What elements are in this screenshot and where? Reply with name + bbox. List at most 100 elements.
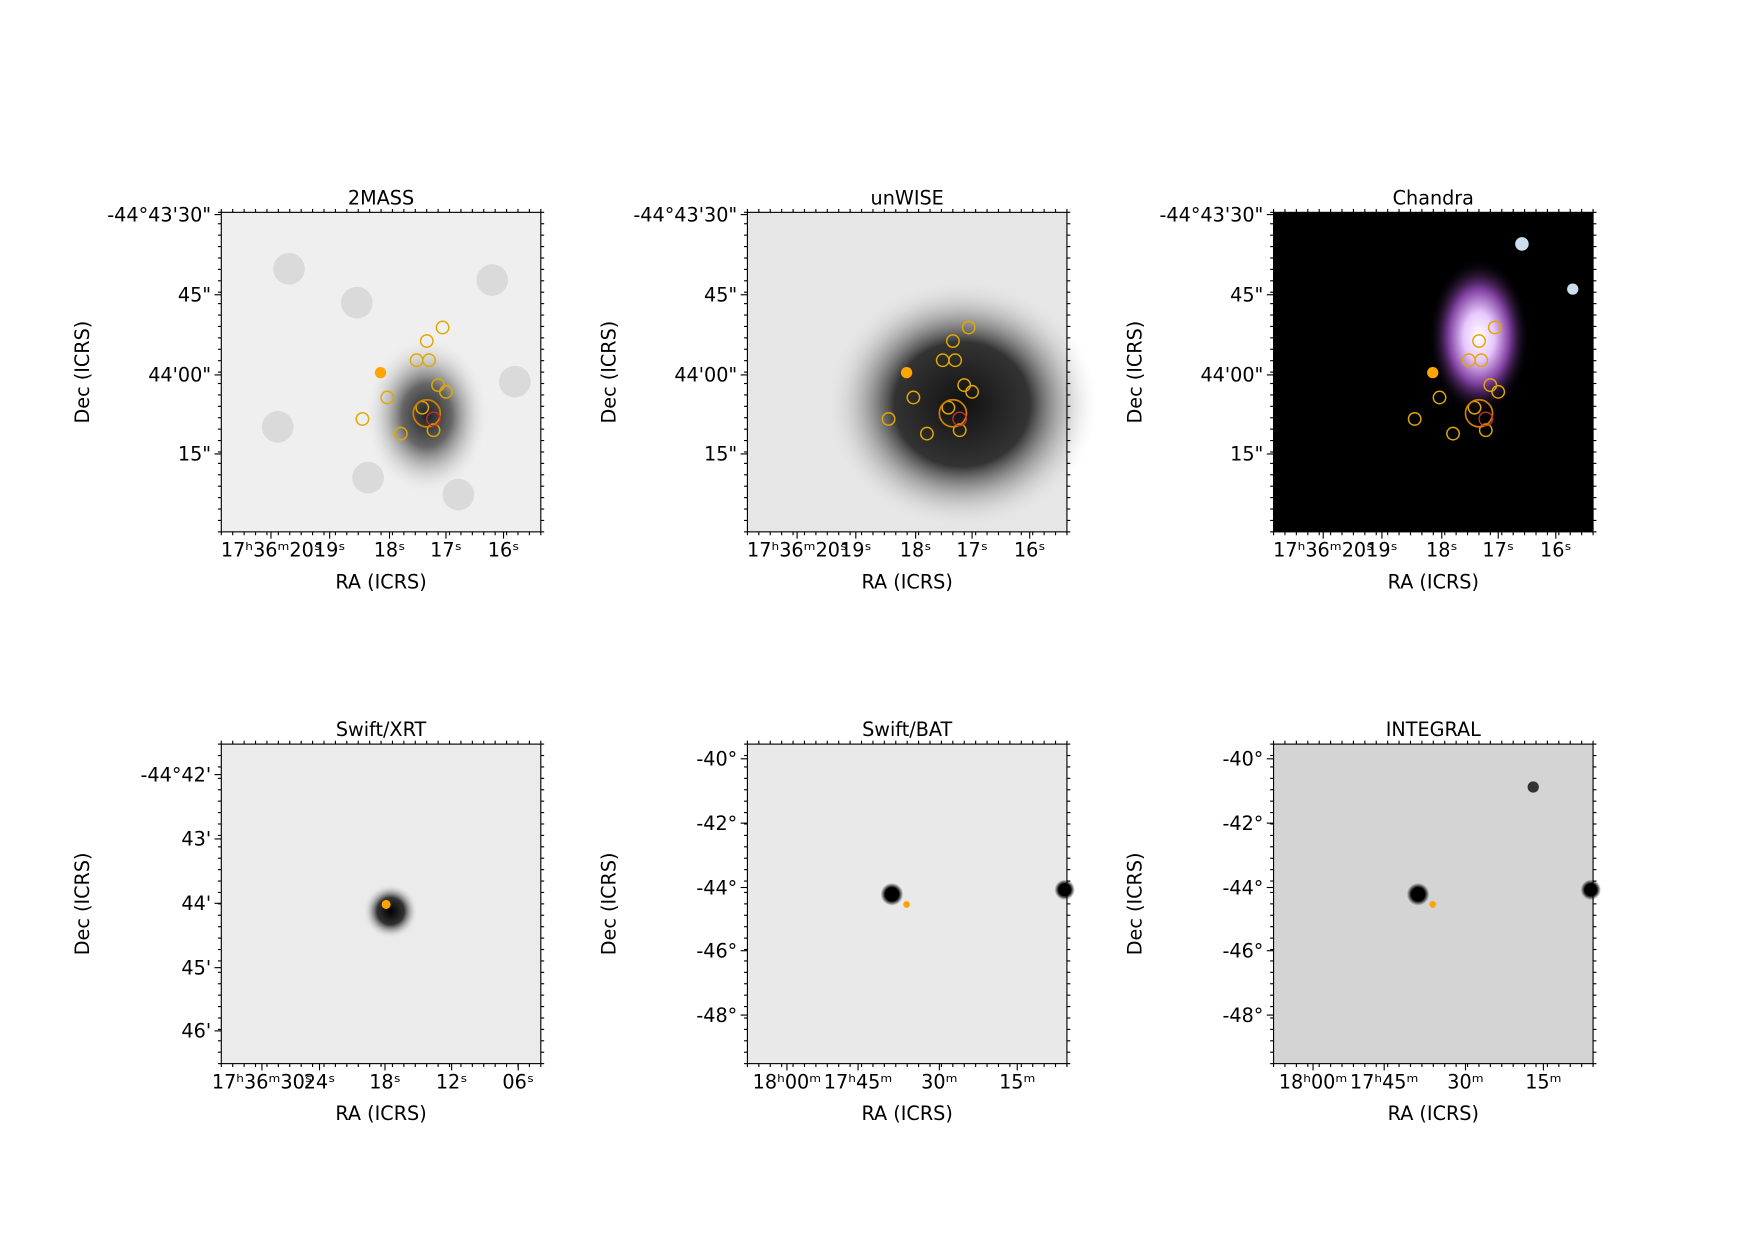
x-tick-label: 17ʰ36ᵐ20ˢ: [1273, 539, 1373, 562]
x-tick-label: 18ˢ: [900, 539, 932, 562]
y-tick-label: -46°: [1222, 940, 1263, 963]
x-tick-label: 30ᵐ: [1447, 1070, 1483, 1093]
marker: [1467, 400, 1482, 415]
marker: [1474, 353, 1489, 368]
panel-title: unWISE: [871, 186, 944, 209]
marker: [1478, 423, 1493, 438]
x-tick-label: 17ʰ36ᵐ30ˢ: [212, 1070, 312, 1093]
marker: [435, 320, 450, 335]
y-tick-label: -46°: [696, 940, 737, 963]
x-axis-label: RA (ICRS): [1388, 570, 1479, 593]
x-tick-label: 24ˢ: [304, 1070, 336, 1093]
y-tick-label: 15": [178, 443, 211, 466]
y-tick-label: 44'00": [148, 364, 211, 387]
y-tick-label: 46': [181, 1020, 211, 1043]
image-source: [364, 336, 489, 495]
image-source: [363, 884, 418, 939]
marker: [355, 412, 370, 426]
image-blob: [261, 411, 294, 443]
y-tick-label: 45": [1230, 284, 1263, 307]
x-tick-label: 17ˢ: [430, 539, 462, 562]
x-tick-label: 17ˢ: [1482, 539, 1514, 562]
marker: [1429, 901, 1437, 908]
x-tick-label: 19ˢ: [1366, 539, 1398, 562]
marker: [1446, 426, 1461, 441]
x-axis-label: RA (ICRS): [862, 570, 953, 593]
marker: [957, 378, 972, 393]
marker: [422, 353, 436, 368]
marker: [419, 334, 434, 348]
x-tick-label: 15ᵐ: [999, 1070, 1035, 1093]
marker: [945, 334, 960, 348]
y-tick-label: -44°42': [141, 763, 212, 786]
image-source: [1527, 781, 1539, 793]
x-tick-label: 17ʰ45ᵐ: [1350, 1070, 1419, 1093]
y-tick-label: -48°: [696, 1004, 737, 1027]
marker: [393, 426, 408, 441]
x-tick-label: 16ˢ: [1014, 539, 1046, 562]
y-tick-label: 43': [181, 828, 211, 851]
panel: Swift/BAT RA (ICRS) Dec (ICRS) 18ʰ00ᵐ 17ʰ45ᵐ…: [597, 718, 1075, 1125]
y-tick-label: -42°: [696, 812, 737, 835]
image-source: [1428, 257, 1530, 416]
x-tick-label: 18ʰ00ᵐ: [1279, 1070, 1348, 1093]
x-tick-label: 17ʰ45ᵐ: [824, 1070, 893, 1093]
marker: [426, 411, 442, 427]
panel-title: Swift/XRT: [336, 718, 427, 741]
x-tick-label: 16ˢ: [1540, 539, 1572, 562]
image-source: [1406, 882, 1430, 906]
y-tick-label: -40°: [1222, 748, 1263, 771]
marker: [381, 899, 391, 909]
y-tick-label: -44°: [696, 876, 737, 899]
marker: [948, 353, 963, 368]
marker: [1464, 398, 1494, 428]
marker: [426, 423, 441, 438]
panel: INTEGRAL RA (ICRS) Dec (ICRS) 18ʰ00ᵐ 17ʰ45ᵐ 3…: [1123, 718, 1601, 1125]
image-blob: [352, 461, 384, 494]
y-tick-label: -42°: [1222, 812, 1263, 835]
x-tick-label: 18ʰ00ᵐ: [753, 1070, 822, 1093]
x-tick-label: 19ˢ: [840, 539, 872, 562]
marker: [952, 423, 967, 438]
marker: [1407, 412, 1422, 426]
marker: [1432, 390, 1447, 405]
marker: [961, 320, 976, 335]
x-tick-label: 17ʰ36ᵐ20ˢ: [221, 539, 321, 562]
marker: [919, 426, 934, 441]
marker: [380, 390, 395, 405]
x-axis-label: RA (ICRS): [1388, 1102, 1479, 1125]
y-axis-label: Dec (ICRS): [71, 321, 94, 424]
marker: [941, 400, 956, 415]
marker: [900, 367, 913, 379]
marker: [415, 400, 430, 415]
x-tick-label: 17ʰ36ᵐ20ˢ: [747, 539, 847, 562]
marker: [1427, 367, 1439, 379]
y-tick-label: 15": [1230, 443, 1263, 466]
marker: [439, 384, 453, 399]
panel-title: Swift/BAT: [862, 718, 952, 741]
y-tick-label: -40°: [696, 748, 737, 771]
marker: [374, 367, 387, 379]
marker: [1472, 334, 1486, 348]
y-axis-label: Dec (ICRS): [1123, 852, 1146, 955]
x-tick-label: 12ˢ: [436, 1070, 468, 1093]
x-tick-label: 19ˢ: [314, 539, 346, 562]
x-axis-label: RA (ICRS): [335, 570, 426, 593]
x-tick-label: 17ˢ: [956, 539, 988, 562]
marker: [412, 398, 442, 428]
image-blob: [340, 286, 373, 319]
marker: [881, 412, 896, 426]
y-tick-label: -44°43'30": [107, 203, 211, 226]
image-source: [880, 882, 904, 906]
y-tick-label: -44°43'30": [1160, 203, 1264, 226]
image-blob: [476, 264, 509, 296]
y-tick-label: 45': [181, 956, 211, 979]
marker: [431, 378, 446, 393]
x-tick-label: 18ˢ: [374, 539, 406, 562]
y-axis-label: Dec (ICRS): [597, 321, 620, 424]
